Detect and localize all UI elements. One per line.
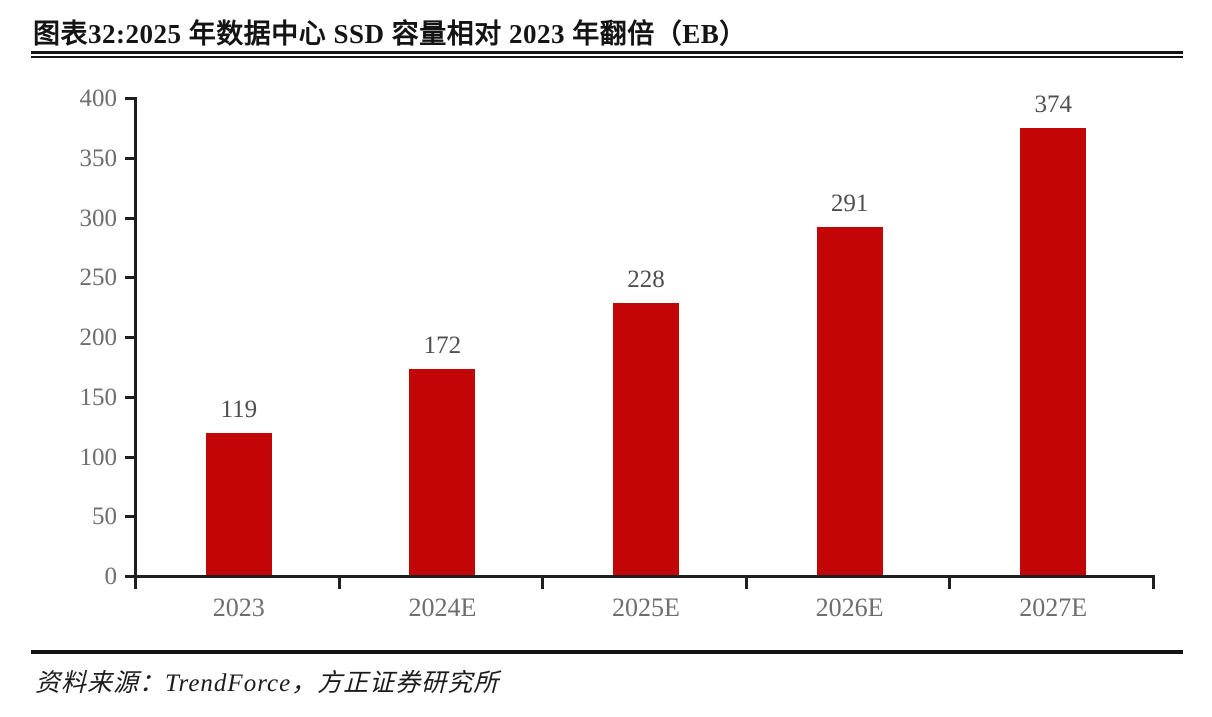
y-axis-tick — [125, 395, 134, 399]
x-axis-category-label: 2023 — [212, 593, 265, 622]
x-axis-tick — [134, 578, 137, 589]
title-divider-rule — [31, 51, 1183, 58]
bar-2026E — [816, 227, 883, 575]
bar-2023 — [205, 432, 272, 575]
bar-2025E — [613, 302, 679, 575]
bar-value-label: 291 — [830, 190, 869, 218]
bar-chart-plot-area: 0 50 100 150 200 250 300 350 400 119 2023 172 2024E 2… — [79, 85, 1155, 622]
y-axis-tick-label: 200 — [79, 324, 118, 351]
bar-2024E — [409, 369, 476, 575]
y-axis-tick-label: 300 — [79, 204, 118, 232]
y-axis-tick-label: 400 — [79, 85, 118, 112]
x-axis-tick — [337, 578, 341, 589]
bar-value-label: 374 — [1034, 91, 1072, 119]
x-axis-tick — [948, 578, 952, 589]
y-axis-line — [134, 97, 137, 578]
y-axis-tick-label: 250 — [79, 264, 118, 292]
bar-value-label: 119 — [220, 395, 258, 423]
y-axis-tick-label: 150 — [79, 383, 118, 411]
x-axis-category-label: 2025E — [612, 593, 680, 622]
x-axis-category-label: 2026E — [815, 593, 884, 622]
bottom-divider-rule — [31, 650, 1183, 654]
x-axis-tick — [541, 578, 545, 589]
x-axis-category-label: 2027E — [1019, 593, 1088, 622]
x-axis-tick — [744, 578, 748, 589]
bar-2027E — [1020, 128, 1087, 575]
y-axis-tick — [125, 276, 134, 280]
y-axis-tick — [125, 97, 134, 100]
bar-value-label: 228 — [627, 265, 665, 293]
y-axis-tick-label: 0 — [104, 563, 118, 590]
x-axis-line — [134, 575, 1155, 578]
source-attribution: 资料来源：TrendForce，方正证券研究所 — [35, 670, 500, 697]
x-axis-category-label: 2024E — [408, 593, 477, 622]
bar-value-label: 172 — [423, 332, 462, 360]
y-axis-tick — [125, 336, 134, 339]
chart-title: 图表32:2025 年数据中心 SSD 容量相对 2023 年翻倍（EB） — [33, 19, 747, 49]
y-axis-tick-label: 100 — [79, 443, 118, 471]
y-axis-tick — [125, 216, 134, 220]
y-axis-tick-label: 50 — [92, 503, 117, 531]
y-axis-tick — [125, 156, 134, 160]
y-axis-tick — [125, 455, 134, 459]
y-axis-tick — [125, 515, 134, 519]
y-axis-tick — [125, 575, 134, 578]
x-axis-tick — [1152, 578, 1155, 589]
y-axis-tick-label: 350 — [79, 144, 118, 172]
